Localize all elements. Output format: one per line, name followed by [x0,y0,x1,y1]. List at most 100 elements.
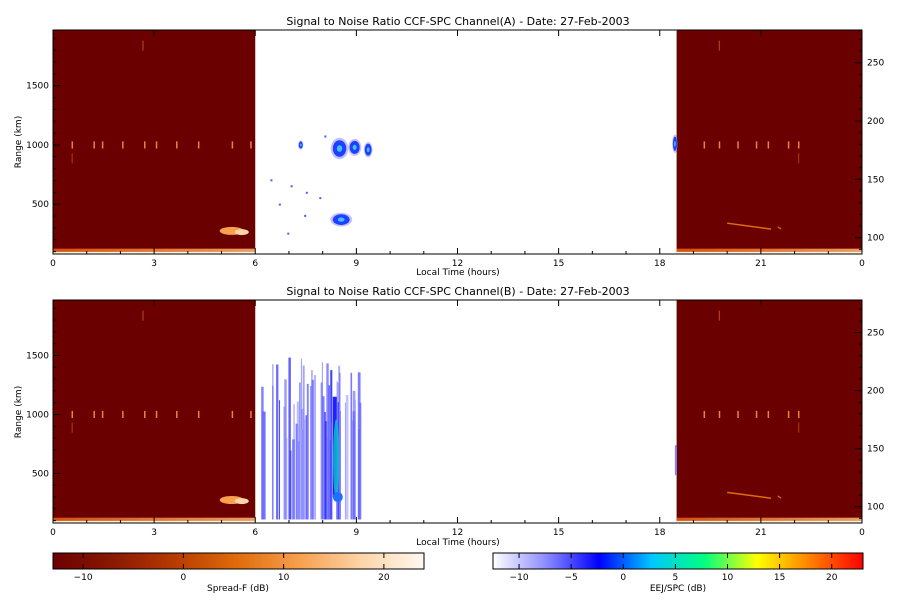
eej-striation [331,422,333,520]
echo-streak [727,222,772,230]
eej-striation [298,441,300,520]
eej-striation [326,363,329,520]
eej-striation [350,372,353,520]
eej-striation [262,411,266,520]
eej-striation [321,362,323,520]
x-tick-label: 0 [50,259,56,269]
eej-striation [261,386,264,520]
eej-striation [305,415,308,520]
spread-f-block [676,300,862,523]
echo-patch [234,229,249,236]
range-streak [718,410,721,418]
x-tick-label: 6 [252,528,258,538]
eej-speck [319,197,322,200]
x-axis-label-b: Local Time (hours) [416,538,499,548]
colorbar-tick-label: 15 [774,573,785,583]
x-tick-label: 12 [452,259,463,269]
eej-striation [292,439,295,520]
x-tick-label: 0 [859,259,865,269]
x-tick-label: 12 [452,528,463,538]
eej-patch-core [352,144,357,150]
colorbar-tick-label: 20 [378,573,390,583]
plot-area-b [53,300,862,523]
eej-striation [345,394,349,520]
range-streak [144,410,146,418]
range-streak [787,410,790,418]
range-streak [101,410,104,418]
colorbar-tick-label: −5 [565,573,578,583]
eej-striation [674,445,677,476]
x-tick-label: 9 [354,528,360,538]
spread-f-colorbar-label: Spread-F (dB) [207,584,269,594]
eej-striation [344,402,346,520]
echo-patch [234,498,249,505]
y-tick-label: 500 [32,200,49,210]
range-streak [787,141,790,149]
eej-striation [300,429,303,520]
chart-title-b: Signal to Noise Ratio CCF-SPC Channel(B)… [286,285,629,298]
colorbar-tick-label: 10 [278,573,290,583]
eej-striation [321,396,325,520]
range-streak [71,141,74,149]
y-tick-label: 1500 [26,82,49,92]
range-streak [767,141,770,149]
eej-striation [276,364,279,520]
range-streak [797,153,800,164]
range-streak [197,410,200,418]
range-streak [93,141,95,149]
y2-tick-label: 250 [867,59,884,69]
y-tick-label: 1500 [26,351,49,361]
range-streak [718,310,721,321]
y2-tick-label: 100 [867,503,884,513]
y2-tick-label: 200 [867,387,884,397]
range-streak [155,410,158,418]
range-streak [755,141,758,149]
axes-b: 0 3 6 9 12 15 18 21 0 500 1000 1500 100 150 200 250 [26,299,884,538]
x-tick-label: 6 [252,259,258,269]
colorbar-tick-label: 10 [722,573,734,583]
eej-core-hot [333,419,340,500]
eej-speck [270,179,273,182]
eej-striation [311,379,314,520]
echo-streak [777,495,782,499]
eej-patch-core [336,145,343,152]
range-streak [231,410,234,418]
eej-speck [290,185,293,188]
spread-f-block [676,30,862,254]
eej-striation [324,421,328,520]
eej-striation [314,375,316,520]
eej-speck [287,232,290,235]
spread-f-colorbar: −10 0 10 20 Spread-F (dB) [52,552,425,594]
y2-tick-label: 150 [867,175,884,185]
x-tick-label: 18 [654,528,666,538]
eej-colorbar-label: EEJ/SPC (dB) [650,584,706,594]
range-streak [71,153,73,164]
eej-speck [304,214,307,217]
y-axis-label-b: Range (km) [14,386,24,438]
eej-colorbar: −10 −5 0 5 10 15 20 EEJ/SPC (dB) [492,552,864,594]
ground-echo-line [676,520,862,523]
eej-patch-core [337,217,345,222]
range-streak [101,141,104,149]
x-tick-label: 3 [151,528,157,538]
range-streak [797,410,800,418]
x-tick-label: 18 [654,259,666,269]
eej-striation [352,411,356,520]
range-streak [737,410,739,418]
range-streak [718,40,721,51]
eej-striation [327,385,331,520]
range-streak [71,410,74,418]
x-tick-label: 21 [755,528,766,538]
y2-tick-label: 250 [867,329,884,339]
range-streak [797,141,800,149]
colorbar-tick-label: 20 [826,573,838,583]
eej-patch-core [366,147,370,153]
eej-striation [284,379,287,520]
y-tick-label: 500 [32,469,49,479]
eej-striation [296,401,300,520]
range-streak [122,410,124,418]
x-tick-label: 21 [755,259,766,269]
eej-striation [272,364,274,520]
eej-striation [293,404,295,520]
